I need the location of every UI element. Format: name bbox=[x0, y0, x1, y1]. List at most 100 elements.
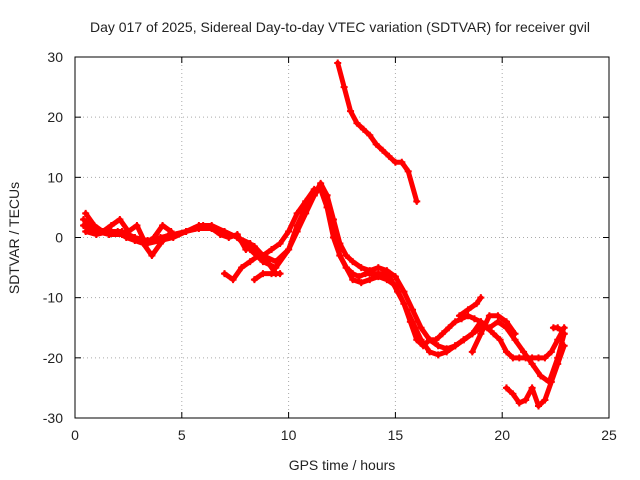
y-tick-label: 30 bbox=[47, 49, 63, 65]
x-tick-label: 25 bbox=[601, 427, 617, 443]
data-point bbox=[502, 318, 510, 326]
data-point bbox=[535, 402, 543, 410]
ticks: 0 5 10 15 20 25 -30 -20 -10 0 10 20 30 bbox=[43, 49, 617, 443]
x-axis-label: GPS time / hours bbox=[289, 457, 396, 473]
data-point bbox=[347, 107, 355, 115]
data-point bbox=[156, 237, 164, 245]
data-point bbox=[268, 246, 276, 254]
data-point bbox=[141, 240, 149, 248]
data-point bbox=[460, 336, 468, 344]
data-point bbox=[323, 191, 331, 199]
data-point bbox=[148, 252, 156, 260]
x-tick-label: 0 bbox=[71, 427, 79, 443]
data-point bbox=[107, 221, 115, 229]
y-tick-label: -10 bbox=[43, 290, 63, 306]
data-point bbox=[285, 246, 293, 254]
data-point bbox=[547, 378, 555, 386]
data-point bbox=[80, 221, 88, 229]
x-tick-label: 20 bbox=[494, 427, 510, 443]
data-point bbox=[426, 348, 434, 356]
data-point bbox=[293, 209, 301, 217]
series-2-points bbox=[82, 182, 485, 359]
data-point bbox=[426, 336, 434, 344]
data-point bbox=[413, 197, 421, 205]
data-point bbox=[434, 351, 442, 359]
data-point bbox=[404, 167, 412, 175]
data-point bbox=[276, 240, 284, 248]
data-point bbox=[391, 273, 399, 281]
data-point bbox=[511, 336, 519, 344]
data-point bbox=[255, 252, 263, 260]
data-point bbox=[398, 158, 406, 166]
data-point bbox=[169, 234, 177, 241]
data-point bbox=[92, 230, 100, 238]
data-point bbox=[238, 264, 246, 272]
data-point bbox=[383, 276, 391, 284]
data-point bbox=[477, 330, 485, 338]
data-point bbox=[374, 264, 382, 272]
data-point bbox=[366, 276, 374, 284]
data-point bbox=[400, 288, 408, 296]
data-point bbox=[250, 276, 258, 284]
series-4-points bbox=[250, 270, 284, 284]
data-point bbox=[496, 336, 504, 344]
data-point bbox=[434, 342, 442, 350]
data-point bbox=[515, 399, 523, 407]
data-point bbox=[494, 318, 502, 326]
data-point bbox=[372, 140, 380, 148]
data-point bbox=[502, 384, 510, 392]
data-point bbox=[541, 396, 549, 404]
data-point bbox=[80, 215, 88, 223]
data-point bbox=[391, 158, 399, 166]
data-point bbox=[451, 342, 459, 350]
data-point bbox=[400, 300, 408, 308]
data-point bbox=[374, 273, 382, 281]
series-6-points bbox=[334, 59, 421, 205]
data-point bbox=[268, 270, 276, 278]
data-point bbox=[417, 324, 425, 332]
data-point bbox=[537, 372, 545, 380]
y-tick-label: -20 bbox=[43, 350, 63, 366]
data-point bbox=[385, 152, 393, 160]
data-point bbox=[349, 258, 357, 266]
y-tick-label: 10 bbox=[47, 169, 63, 185]
data-point bbox=[355, 273, 363, 281]
x-tick-label: 10 bbox=[281, 427, 297, 443]
data-point bbox=[159, 221, 167, 229]
data-point bbox=[150, 234, 158, 241]
data-point bbox=[502, 348, 510, 356]
x-tick-label: 5 bbox=[178, 427, 186, 443]
data-point bbox=[477, 294, 485, 302]
data-point bbox=[329, 221, 337, 229]
series-5-points bbox=[82, 209, 175, 248]
data-point bbox=[310, 191, 318, 199]
data-point bbox=[468, 330, 476, 338]
data-point bbox=[560, 330, 568, 338]
series-trace-9 bbox=[503, 343, 567, 409]
data-point bbox=[438, 330, 446, 338]
data-point bbox=[383, 267, 391, 275]
data-point bbox=[246, 246, 254, 254]
data-point bbox=[124, 227, 132, 235]
data-point bbox=[246, 258, 254, 266]
data-point bbox=[408, 306, 416, 314]
data-point bbox=[357, 279, 365, 287]
data-point bbox=[246, 240, 254, 248]
data-point bbox=[443, 348, 451, 356]
data-point bbox=[408, 318, 416, 326]
data-point bbox=[515, 354, 523, 362]
data-point bbox=[233, 234, 241, 241]
data-point bbox=[208, 221, 216, 229]
data-point bbox=[554, 324, 562, 332]
data-layer bbox=[80, 59, 568, 410]
data-point bbox=[417, 336, 425, 344]
data-point bbox=[522, 396, 530, 404]
data-point bbox=[445, 324, 453, 332]
data-point bbox=[293, 221, 301, 229]
series-10-points bbox=[549, 324, 568, 338]
series-trace-8 bbox=[469, 313, 518, 355]
data-point bbox=[547, 348, 555, 356]
data-point bbox=[511, 330, 519, 338]
